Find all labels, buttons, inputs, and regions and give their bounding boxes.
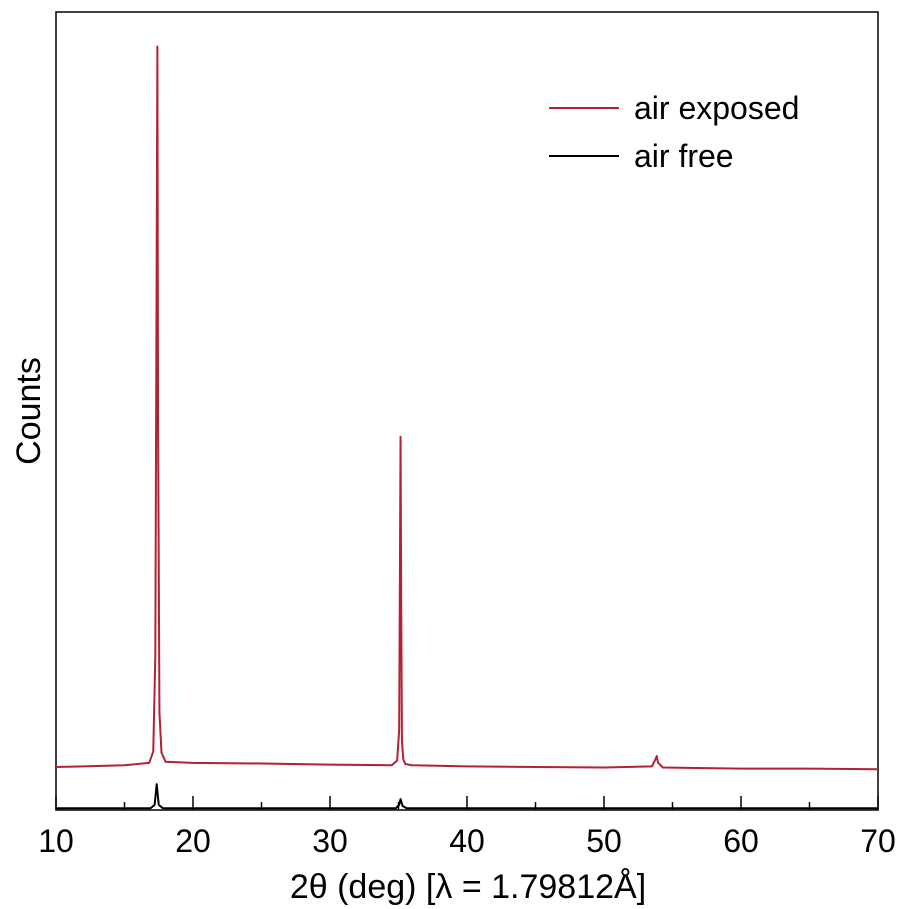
legend-label-air-exposed: air exposed xyxy=(634,90,799,126)
legend-label-air-free: air free xyxy=(634,138,734,174)
x-tick-label: 30 xyxy=(312,823,348,859)
x-tick-label: 10 xyxy=(38,823,74,859)
x-tick-label: 20 xyxy=(175,823,211,859)
legend: air exposed air free xyxy=(549,90,799,174)
y-axis-label: Counts xyxy=(10,357,48,465)
x-tick-label: 50 xyxy=(586,823,622,859)
x-tick-label: 40 xyxy=(449,823,485,859)
x-axis-label: 2θ (deg) [λ = 1.79812Å] xyxy=(290,868,646,906)
x-axis-tick-labels: 10 20 30 40 50 60 70 xyxy=(38,823,896,859)
series-line-air-free xyxy=(56,783,878,810)
x-tick-label: 60 xyxy=(723,823,759,859)
x-tick-label: 70 xyxy=(860,823,896,859)
plot-frame xyxy=(55,11,879,811)
series-line-air-exposed xyxy=(55,45,879,771)
series-group xyxy=(55,45,879,810)
